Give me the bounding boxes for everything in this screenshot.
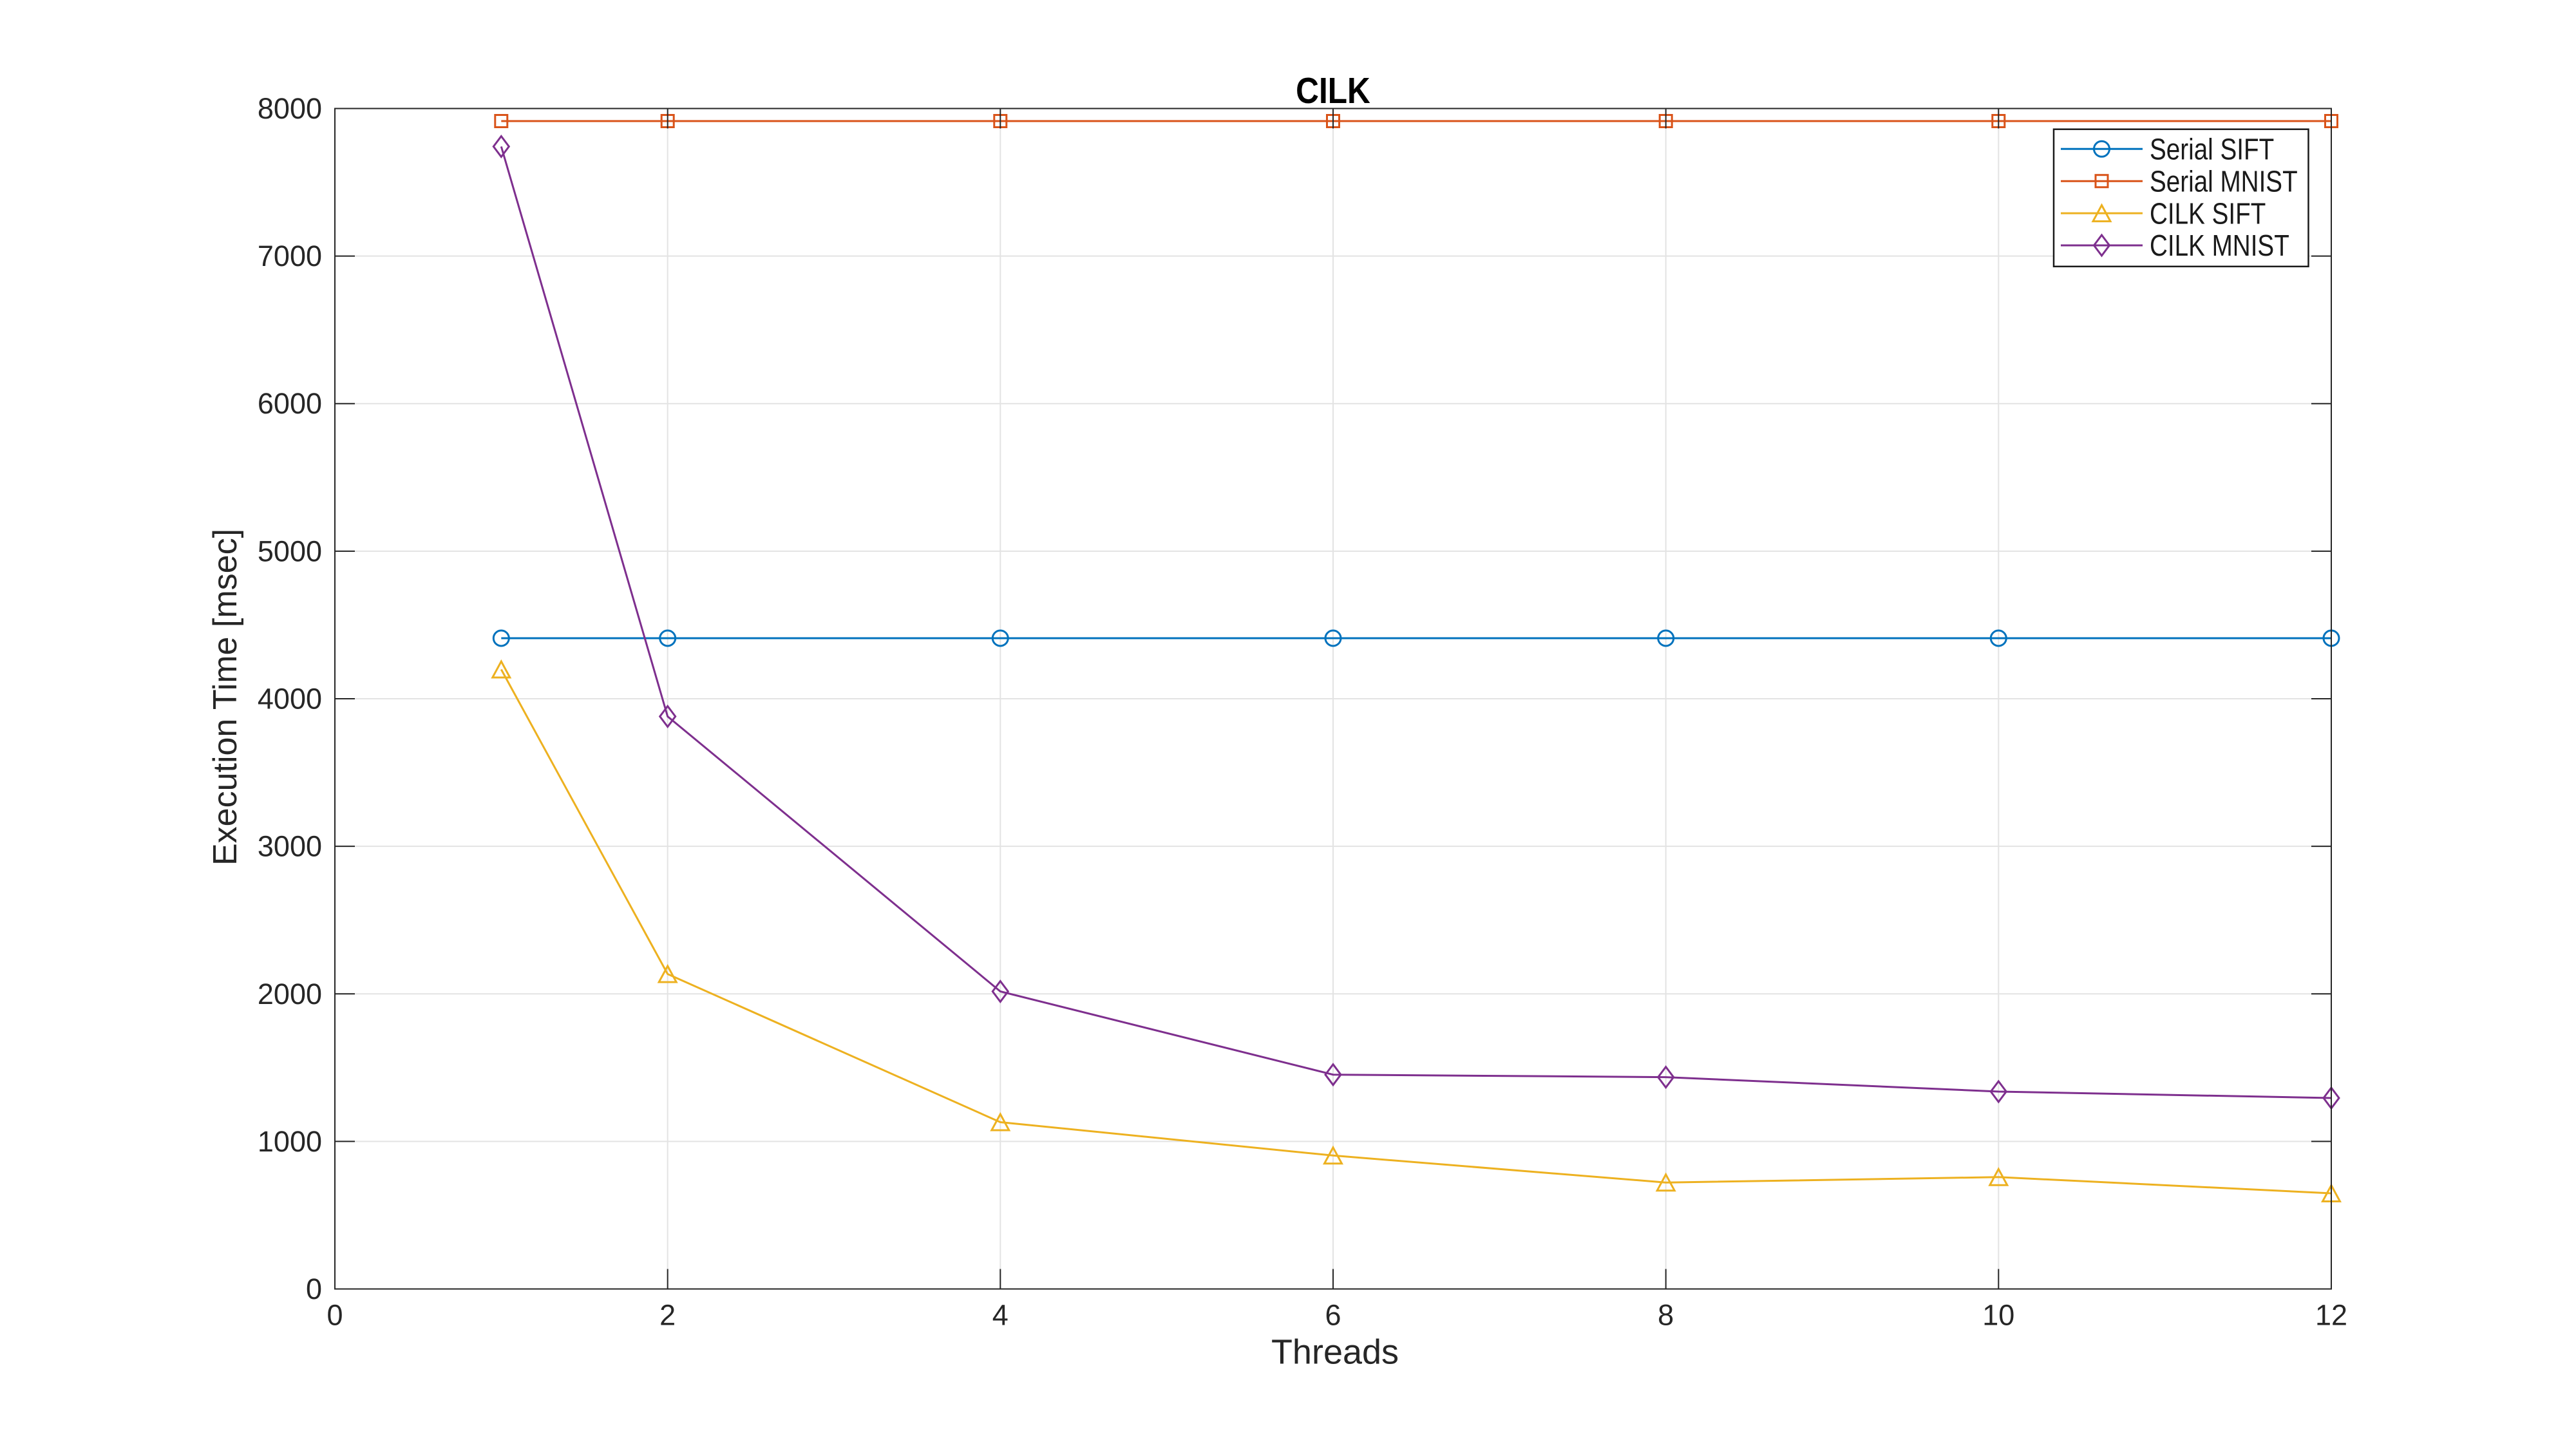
svg-text:CILK: CILK: [1296, 71, 1370, 111]
svg-text:Serial MNIST: Serial MNIST: [2150, 165, 2298, 198]
svg-text:0: 0: [327, 1299, 343, 1332]
svg-text:Serial SIFT: Serial SIFT: [2150, 133, 2274, 166]
svg-text:8000: 8000: [258, 92, 322, 125]
svg-text:4000: 4000: [258, 683, 322, 715]
svg-text:7000: 7000: [258, 240, 322, 272]
svg-text:8: 8: [1658, 1299, 1674, 1332]
svg-text:10: 10: [1982, 1299, 2014, 1332]
svg-text:5000: 5000: [258, 535, 322, 567]
svg-text:2: 2: [659, 1299, 676, 1332]
svg-text:6000: 6000: [258, 387, 322, 420]
svg-text:Execution Time [msec]: Execution Time [msec]: [207, 529, 244, 866]
svg-text:0: 0: [306, 1273, 322, 1305]
svg-text:12: 12: [2315, 1299, 2347, 1332]
svg-text:Threads: Threads: [1271, 1333, 1399, 1372]
svg-text:6: 6: [1325, 1299, 1341, 1332]
svg-text:2000: 2000: [258, 978, 322, 1010]
svg-text:CILK SIFT: CILK SIFT: [2150, 197, 2266, 230]
svg-text:3000: 3000: [258, 830, 322, 863]
svg-text:CILK MNIST: CILK MNIST: [2150, 229, 2289, 262]
svg-text:4: 4: [992, 1299, 1009, 1332]
svg-text:1000: 1000: [258, 1125, 322, 1158]
